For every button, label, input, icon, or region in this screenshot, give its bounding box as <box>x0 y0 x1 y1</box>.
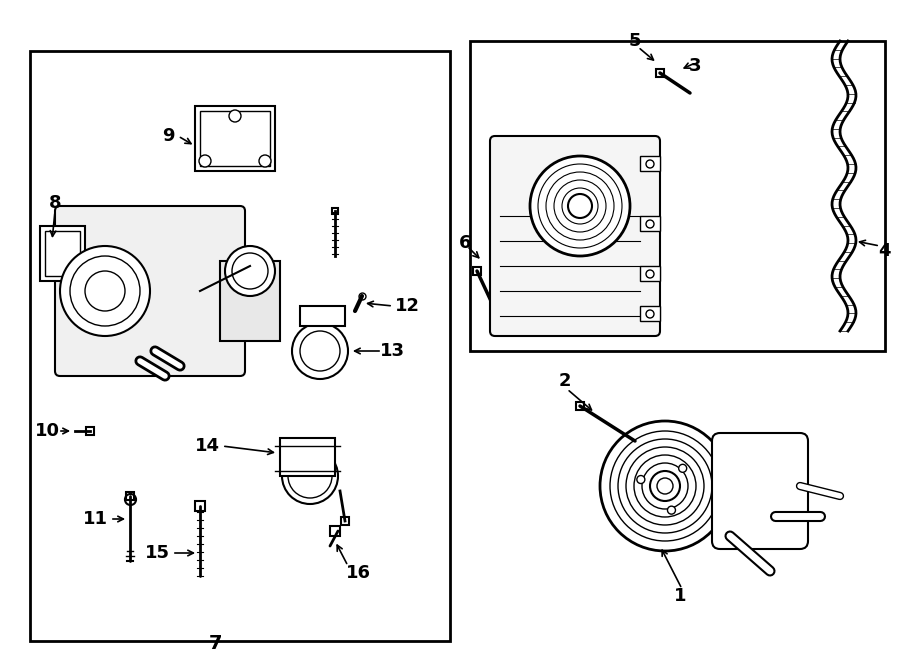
Circle shape <box>288 454 332 498</box>
Circle shape <box>634 455 696 517</box>
Circle shape <box>568 194 592 218</box>
Circle shape <box>646 220 654 228</box>
Circle shape <box>657 478 673 494</box>
FancyBboxPatch shape <box>490 136 660 336</box>
Bar <box>470 41 885 351</box>
Circle shape <box>570 196 590 216</box>
Bar <box>640 156 660 171</box>
FancyBboxPatch shape <box>712 433 808 549</box>
Circle shape <box>232 253 268 289</box>
Text: 9: 9 <box>163 127 175 145</box>
Circle shape <box>300 331 340 371</box>
Text: 4: 4 <box>878 242 890 260</box>
Text: 10: 10 <box>35 422 60 440</box>
Circle shape <box>646 310 654 318</box>
Circle shape <box>546 172 614 240</box>
Bar <box>300 306 345 326</box>
Circle shape <box>530 156 630 256</box>
Text: 6: 6 <box>459 234 472 252</box>
Circle shape <box>538 164 622 248</box>
Bar <box>280 438 335 476</box>
Circle shape <box>610 431 720 541</box>
Text: 1: 1 <box>674 587 686 605</box>
Text: 15: 15 <box>145 544 170 562</box>
Circle shape <box>626 447 704 525</box>
Circle shape <box>60 246 150 336</box>
Circle shape <box>259 155 271 167</box>
Circle shape <box>554 180 606 232</box>
Text: 13: 13 <box>380 342 405 360</box>
Circle shape <box>650 471 680 501</box>
Bar <box>30 51 450 641</box>
Circle shape <box>562 188 598 224</box>
Text: 5: 5 <box>629 32 641 50</box>
Text: 11: 11 <box>83 510 108 528</box>
Bar <box>195 106 275 171</box>
Text: 8: 8 <box>49 194 61 212</box>
Bar <box>640 266 660 281</box>
Circle shape <box>292 323 348 379</box>
Circle shape <box>600 421 730 551</box>
Bar <box>40 226 85 281</box>
Text: 12: 12 <box>395 297 420 315</box>
Circle shape <box>618 439 712 533</box>
Circle shape <box>229 110 241 122</box>
Circle shape <box>70 256 140 326</box>
Bar <box>220 261 280 341</box>
Circle shape <box>642 463 688 509</box>
Text: 3: 3 <box>688 57 701 75</box>
Circle shape <box>637 475 645 484</box>
Bar <box>640 216 660 231</box>
Circle shape <box>668 506 676 514</box>
Bar <box>200 111 270 166</box>
FancyBboxPatch shape <box>55 206 245 376</box>
Circle shape <box>85 271 125 311</box>
Circle shape <box>646 160 654 168</box>
Text: 2: 2 <box>559 372 572 390</box>
Circle shape <box>679 464 687 473</box>
Circle shape <box>225 246 275 296</box>
Bar <box>640 306 660 321</box>
Text: 16: 16 <box>346 564 371 582</box>
Circle shape <box>646 270 654 278</box>
Text: 7: 7 <box>208 634 221 653</box>
Circle shape <box>282 448 338 504</box>
Bar <box>45 231 80 276</box>
Circle shape <box>199 155 211 167</box>
Text: 14: 14 <box>195 437 220 455</box>
